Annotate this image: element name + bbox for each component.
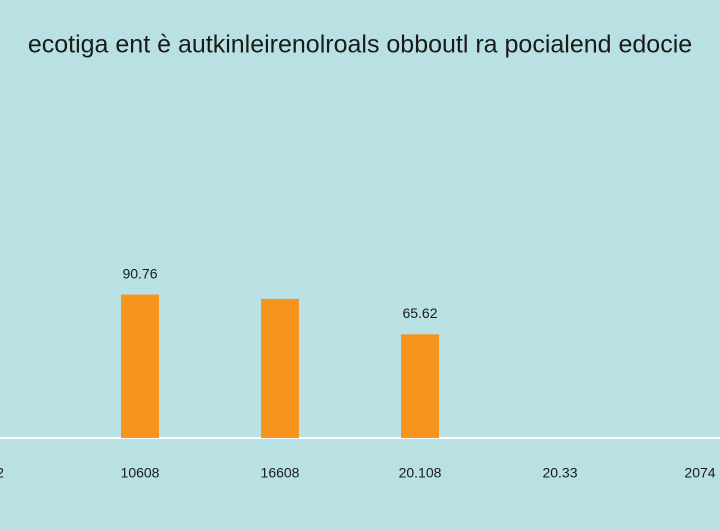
x-tick-label: 16608 — [261, 465, 300, 481]
x-tick-label: 2074 — [684, 465, 715, 481]
x-tick-label: 2 — [0, 465, 4, 481]
data-label: 90.76 — [122, 265, 157, 281]
x-tick-label: 20.108 — [399, 465, 442, 481]
chart-title: ecotiga ent è autkinleirenolroals obbout… — [28, 31, 692, 59]
x-tick-label: 20.33 — [542, 465, 577, 481]
x-tick-label: 10608 — [121, 465, 160, 481]
bar — [401, 334, 439, 438]
data-label: 65.62 — [402, 305, 437, 321]
bar — [121, 294, 159, 438]
bar — [261, 298, 299, 438]
